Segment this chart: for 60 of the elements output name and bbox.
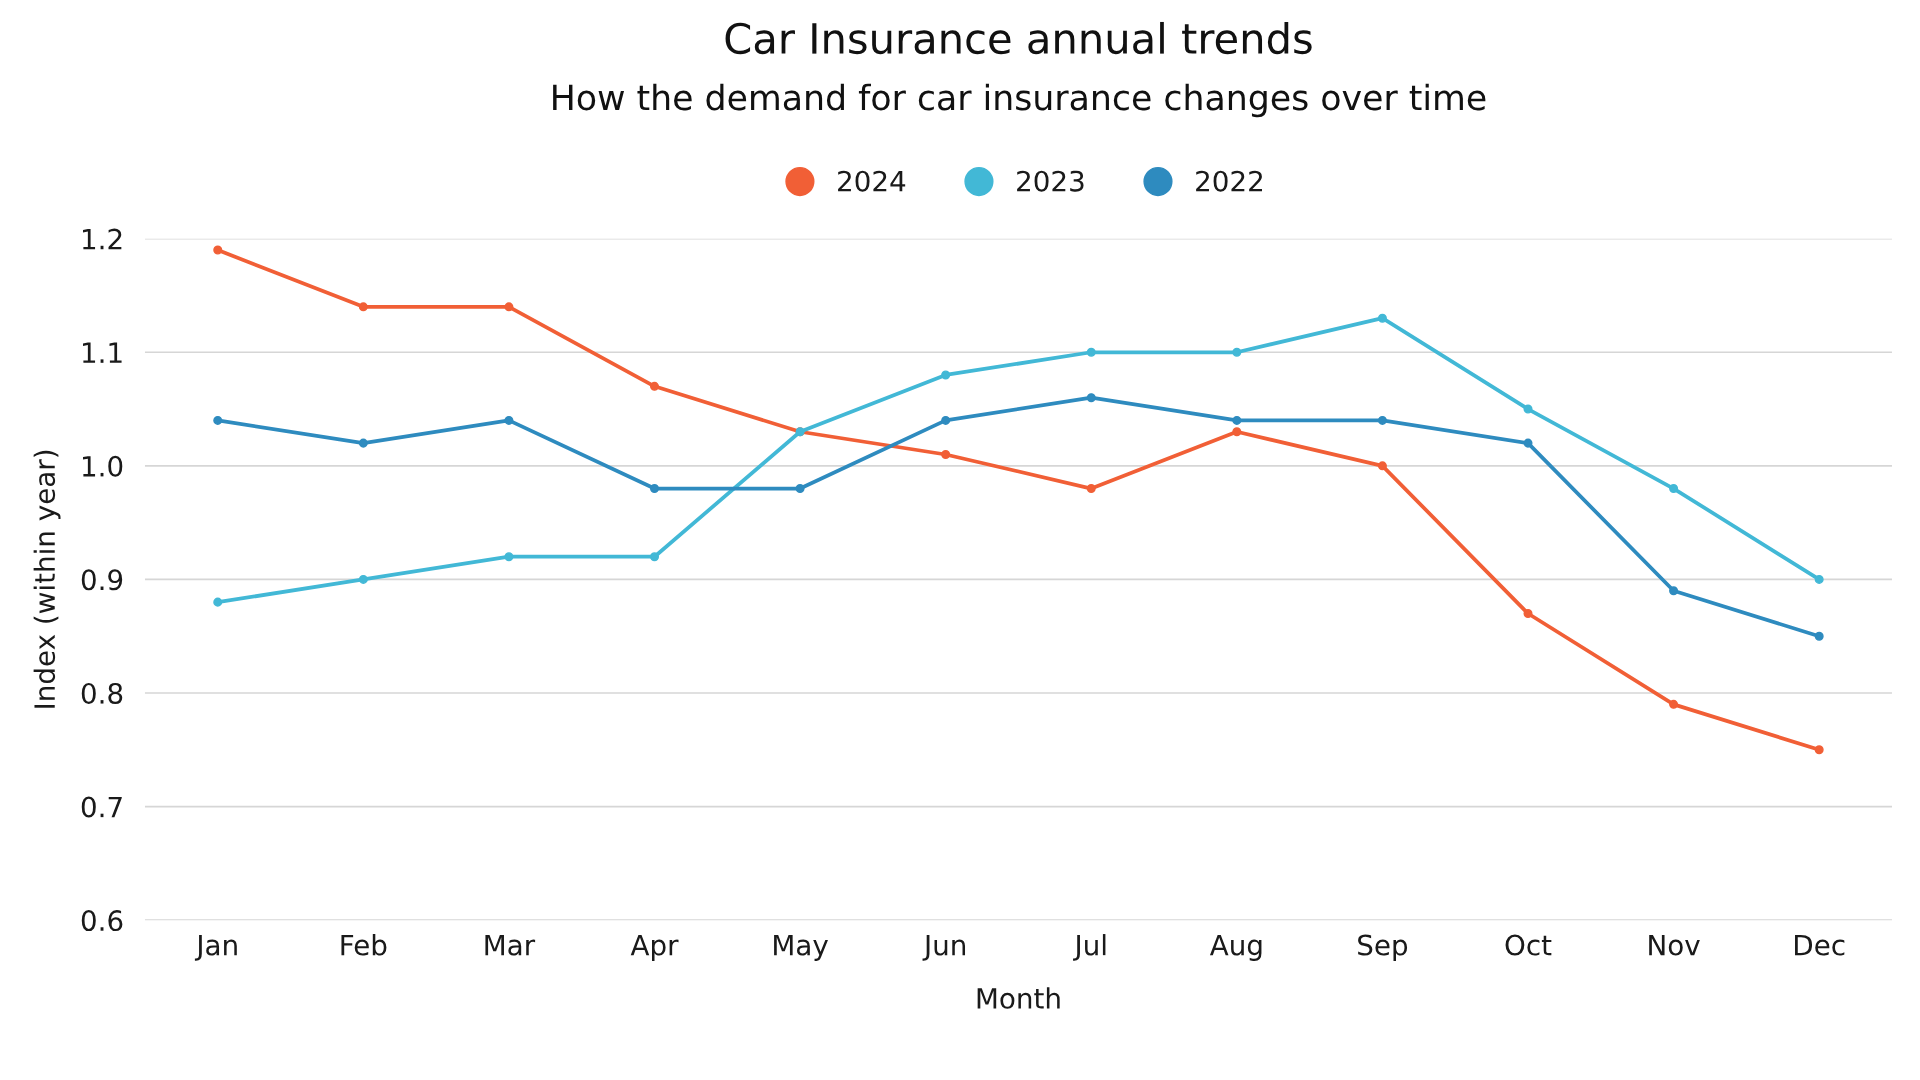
- x-tick-label: Apr: [630, 934, 679, 961]
- point: [1086, 347, 1096, 357]
- y-tick-label: 0.9: [81, 569, 123, 591]
- y-axis-title: Index (within year): [33, 450, 61, 708]
- y-tick-label: 1.2: [83, 228, 122, 250]
- y-tick-label: 0.7: [81, 796, 122, 818]
- chart-subtitle: How the demand for car insurance changes over time: [553, 83, 1486, 118]
- point: [1523, 404, 1533, 414]
- point: [1669, 699, 1679, 709]
- x-tick-label: Sep: [1358, 934, 1408, 961]
- x-tick-label: Aug: [1209, 934, 1262, 961]
- point: [1232, 347, 1242, 357]
- point: [1232, 427, 1242, 437]
- point: [1814, 631, 1824, 641]
- point: [649, 484, 660, 494]
- point: [504, 415, 514, 425]
- point: [1523, 608, 1533, 619]
- point: [941, 415, 951, 425]
- point: [358, 574, 368, 584]
- point: [504, 552, 514, 562]
- x-tick-label: Oct: [1505, 934, 1552, 956]
- legend-label: 2022: [1196, 170, 1262, 192]
- point: [213, 597, 223, 607]
- y-tick-label: 0.6: [81, 910, 123, 932]
- point: [1377, 415, 1387, 425]
- x-tick-label: Feb: [341, 934, 387, 956]
- x-tick-label: Nov: [1649, 934, 1700, 956]
- point: [358, 302, 368, 312]
- point: [1086, 393, 1096, 403]
- point: [1086, 484, 1096, 494]
- point: [941, 370, 951, 380]
- x-tick-label: Dec: [1795, 934, 1845, 956]
- legend-label: 2023: [1017, 170, 1084, 192]
- chart-title: Car Insurance annual trends: [725, 21, 1312, 55]
- point: [504, 302, 514, 312]
- y-tick-label: 1.1: [83, 342, 122, 363]
- point: [1669, 586, 1679, 596]
- point: [649, 552, 660, 562]
- point: [941, 449, 951, 459]
- x-tick-label: Jun: [922, 934, 966, 961]
- y-tick-label: 1.0: [83, 455, 123, 477]
- x-axis-title: Month: [977, 987, 1060, 1009]
- point: [1814, 745, 1824, 755]
- y-tick-label: 0.8: [81, 682, 123, 704]
- point: [1377, 461, 1387, 471]
- point: [795, 484, 805, 494]
- x-tick-label: Mar: [485, 934, 536, 956]
- x-tick-label: Jan: [194, 934, 237, 961]
- point: [649, 381, 660, 391]
- point: [1232, 415, 1242, 425]
- point: [213, 245, 223, 255]
- legend-label: 2024: [838, 170, 906, 192]
- x-tick-label: May: [774, 934, 828, 961]
- point: [358, 438, 368, 448]
- point: [1377, 313, 1387, 323]
- point: [1523, 438, 1533, 448]
- point: [213, 415, 223, 425]
- point: [1669, 484, 1679, 494]
- point: [1814, 574, 1824, 584]
- x-tick-label: Jul: [1073, 934, 1106, 961]
